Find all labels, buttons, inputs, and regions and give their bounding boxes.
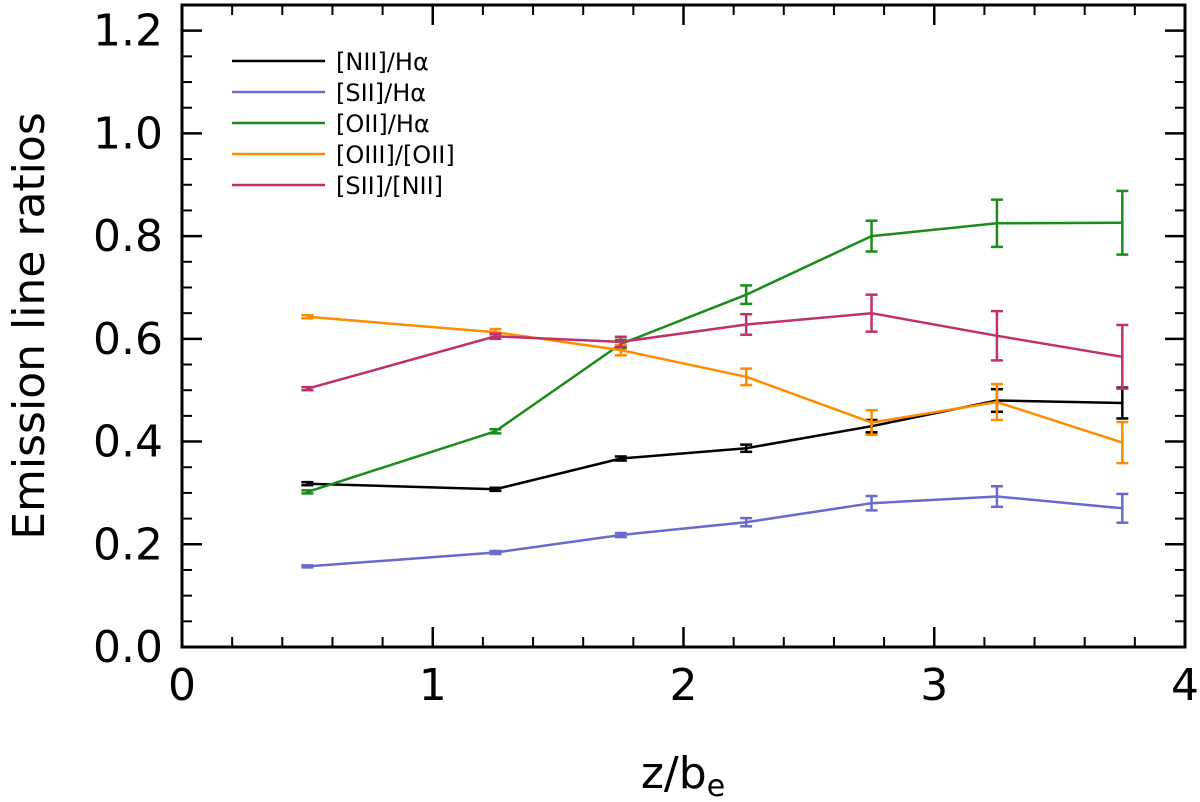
error-bar xyxy=(614,531,627,539)
error-bar xyxy=(740,312,753,336)
error-bar xyxy=(489,427,502,435)
error-bar xyxy=(301,480,314,487)
error-bar xyxy=(1116,492,1129,524)
x-tick-label: 3 xyxy=(920,660,948,711)
error-bar xyxy=(614,335,627,349)
legend-label: [OIII]/[OII] xyxy=(336,141,455,169)
legend-entry: [OII]/Hα xyxy=(232,110,430,138)
x-tick-label: 2 xyxy=(670,660,698,711)
error-bar xyxy=(990,382,1003,422)
legend-label: [OII]/Hα xyxy=(336,110,430,138)
error-bar xyxy=(740,367,753,387)
error-bar xyxy=(489,486,502,493)
legend-entry: [OIII]/[OII] xyxy=(232,141,455,169)
series-group xyxy=(301,313,1129,465)
error-bar xyxy=(301,313,314,320)
x-tick-label: 0 xyxy=(168,660,196,711)
y-tick-label: 0.0 xyxy=(93,622,163,673)
error-bar xyxy=(301,564,314,569)
plot-frame xyxy=(180,3,1187,649)
error-bar xyxy=(740,516,753,528)
legend-label: [SII]/Hα xyxy=(336,79,426,107)
error-bar xyxy=(614,455,627,462)
error-bar xyxy=(865,293,878,333)
error-bar xyxy=(301,489,314,495)
y-tick-label: 1.0 xyxy=(93,108,163,159)
error-bar xyxy=(990,198,1003,249)
x-axis-title: z/be xyxy=(641,748,725,802)
y-axis-title: Emission line ratios xyxy=(4,112,55,540)
axis-ticks xyxy=(180,4,1187,649)
legend-entry: [SII]/Hα xyxy=(232,79,426,107)
series-group xyxy=(301,293,1129,392)
legend-label: [SII]/[NII] xyxy=(336,172,443,200)
legend: [NII]/Hα [SII]/Hα [OII]/Hα [OIII]/[OII] [SII… xyxy=(232,48,455,200)
x-tick-label: 1 xyxy=(419,660,447,711)
error-bar xyxy=(489,332,502,341)
y-tick-label: 0.6 xyxy=(93,314,163,365)
axis-tick-labels: 0 1 2 3 4 0.0 0.2 0.4 0.6 0.8 1.0 1.2 xyxy=(93,6,1199,711)
series-line xyxy=(307,311,1123,390)
error-bar xyxy=(865,219,878,253)
x-axis-title-main: z/b xyxy=(641,748,707,799)
x-axis-title-subscript: e xyxy=(707,769,725,802)
error-bar xyxy=(1116,323,1129,390)
error-bar xyxy=(301,385,314,392)
legend-entry: [SII]/[NII] xyxy=(232,172,443,200)
y-tick-label: 0.2 xyxy=(93,519,163,570)
error-bar xyxy=(1116,420,1129,465)
error-bar xyxy=(990,309,1003,362)
x-tick-label: 4 xyxy=(1171,660,1199,711)
y-tick-label: 1.2 xyxy=(93,6,163,57)
error-bar xyxy=(740,443,753,454)
series-group xyxy=(301,484,1129,569)
y-tick-label: 0.8 xyxy=(93,211,163,262)
error-bar xyxy=(1116,189,1129,256)
series-layer xyxy=(301,189,1129,569)
y-tick-label: 0.4 xyxy=(93,417,163,468)
error-bar xyxy=(865,408,878,437)
series-group xyxy=(301,189,1129,495)
legend-label: [NII]/Hα xyxy=(336,48,429,76)
error-bar xyxy=(489,549,502,556)
legend-entry: [NII]/Hα xyxy=(232,48,429,76)
error-bar xyxy=(740,284,753,306)
error-bar xyxy=(865,494,878,512)
error-bar xyxy=(990,484,1003,509)
series-line xyxy=(307,399,1123,491)
